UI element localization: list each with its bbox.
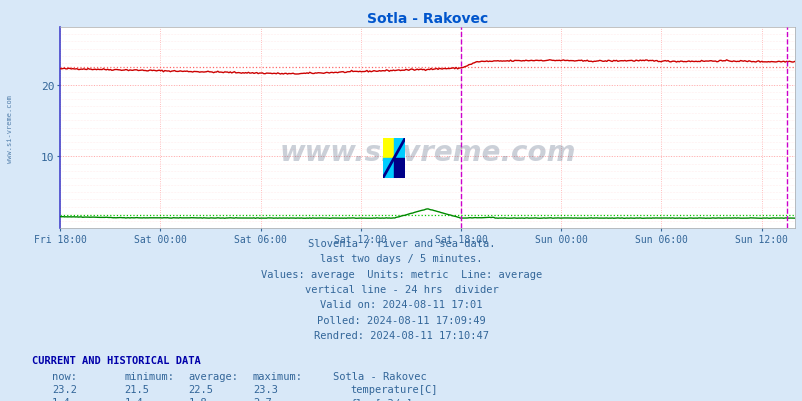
- Bar: [394, 138, 405, 158]
- Title: Sotla - Rakovec: Sotla - Rakovec: [367, 12, 488, 26]
- Bar: [394, 158, 405, 178]
- Text: Valid on: 2024-08-11 17:01: Valid on: 2024-08-11 17:01: [320, 300, 482, 310]
- Text: temperature[C]: temperature[C]: [350, 384, 437, 394]
- Text: 23.2: 23.2: [52, 384, 77, 394]
- Text: minimum:: minimum:: [124, 371, 174, 381]
- Text: 2.7: 2.7: [253, 397, 271, 401]
- Text: Values: average  Units: metric  Line: average: Values: average Units: metric Line: aver…: [261, 269, 541, 279]
- Text: flow[m3/s]: flow[m3/s]: [350, 397, 412, 401]
- Bar: [383, 158, 394, 178]
- Text: 1.4: 1.4: [124, 397, 143, 401]
- Text: 1.4: 1.4: [52, 397, 71, 401]
- Text: now:: now:: [52, 371, 77, 381]
- Text: vertical line - 24 hrs  divider: vertical line - 24 hrs divider: [304, 284, 498, 294]
- Text: CURRENT AND HISTORICAL DATA: CURRENT AND HISTORICAL DATA: [32, 355, 200, 365]
- Bar: [383, 138, 394, 158]
- Text: 23.3: 23.3: [253, 384, 277, 394]
- Text: Slovenia / river and sea data.: Slovenia / river and sea data.: [307, 239, 495, 249]
- Text: 1.8: 1.8: [188, 397, 207, 401]
- Text: 22.5: 22.5: [188, 384, 213, 394]
- Text: Sotla - Rakovec: Sotla - Rakovec: [333, 371, 427, 381]
- Text: maximum:: maximum:: [253, 371, 302, 381]
- Text: Polled: 2024-08-11 17:09:49: Polled: 2024-08-11 17:09:49: [317, 315, 485, 325]
- Text: www.si-vreme.com: www.si-vreme.com: [7, 94, 14, 162]
- Text: last two days / 5 minutes.: last two days / 5 minutes.: [320, 254, 482, 264]
- Text: www.si-vreme.com: www.si-vreme.com: [279, 138, 575, 166]
- Text: 21.5: 21.5: [124, 384, 149, 394]
- Text: average:: average:: [188, 371, 238, 381]
- Text: Rendred: 2024-08-11 17:10:47: Rendred: 2024-08-11 17:10:47: [314, 330, 488, 340]
